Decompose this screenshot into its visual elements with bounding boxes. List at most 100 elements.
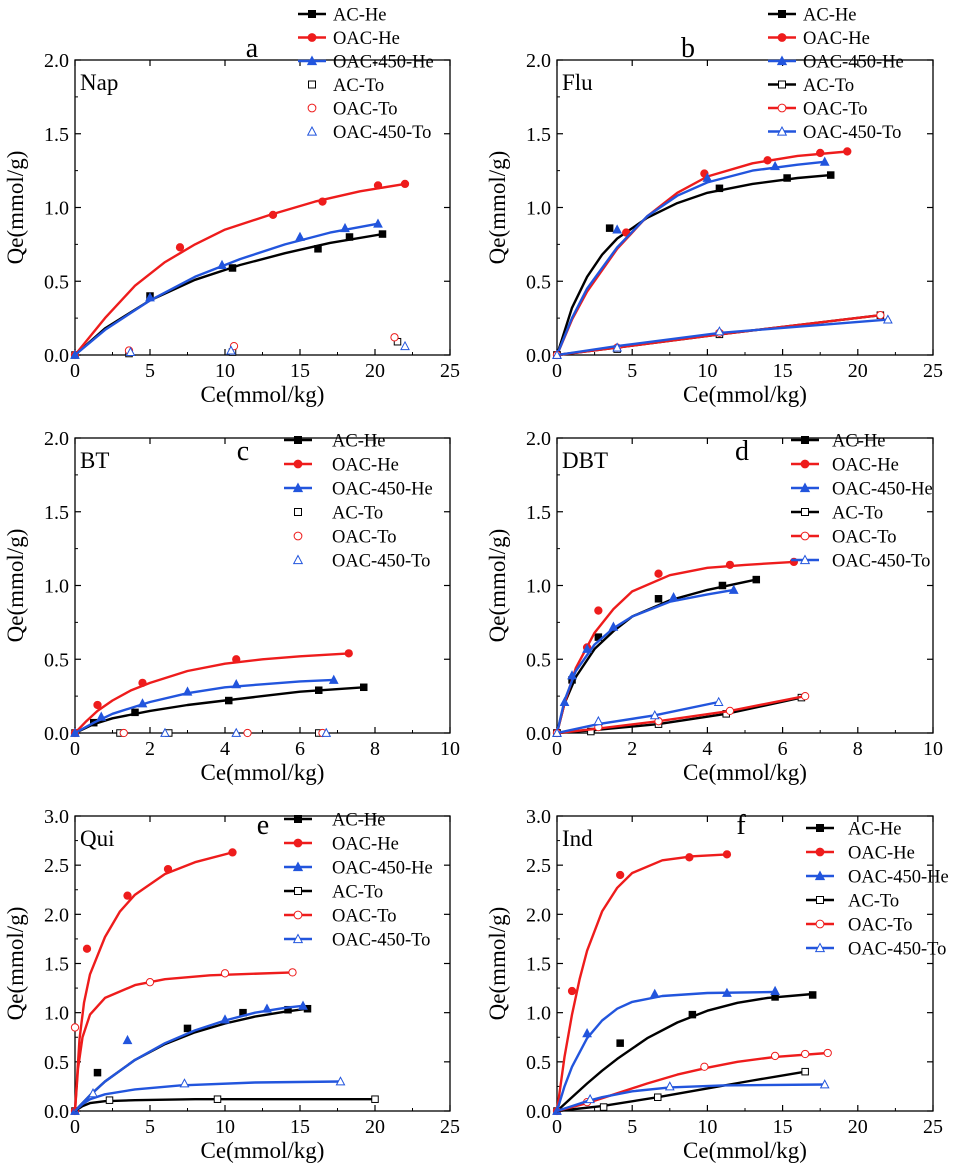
- legend: AC-He OAC-He OAC-450-He AC-To OAC-To OAC-450-…: [806, 820, 949, 960]
- legend-label: AC-He: [803, 6, 856, 26]
- data-point: [559, 696, 570, 706]
- legend-marker: [306, 55, 318, 66]
- y-tick-label: 2.0: [44, 428, 69, 450]
- legend-label: AC-He: [832, 432, 885, 452]
- data-point: [217, 259, 227, 269]
- legend-label: OAC-He: [832, 456, 899, 476]
- y-tick-label: 2.0: [44, 904, 69, 926]
- data-point: [345, 233, 354, 241]
- y-axis-label: Qe(mmol/g): [485, 907, 510, 1021]
- data-point: [131, 708, 139, 717]
- data-point: [725, 560, 735, 569]
- data-point: [123, 891, 132, 900]
- data-point: [88, 1088, 98, 1098]
- legend-label: OAC-450-To: [333, 123, 431, 143]
- legend-label: OAC-450-To: [832, 552, 930, 572]
- y-tick-label: 0.0: [44, 723, 69, 745]
- data-point: [182, 686, 193, 696]
- series-line: [74, 1080, 341, 1112]
- y-tick-label: 0.5: [526, 649, 551, 671]
- data-point: [763, 156, 772, 165]
- series-OAC-450-He: [70, 218, 383, 359]
- data-point: [400, 340, 410, 351]
- x-tick-label: 0: [70, 738, 80, 760]
- panel-title: BT: [80, 448, 109, 473]
- data-point: [220, 969, 230, 978]
- x-tick-label: 10: [697, 360, 717, 382]
- data-point: [654, 569, 663, 578]
- data-point: [268, 210, 278, 220]
- legend-marker: [292, 482, 304, 493]
- x-tick-label: 15: [773, 1116, 793, 1138]
- x-tick-label: 10: [923, 738, 943, 760]
- data-point: [770, 160, 780, 171]
- x-tick-label: 20: [365, 1116, 385, 1138]
- x-tick-label: 0: [70, 360, 80, 382]
- data-point: [702, 172, 713, 182]
- data-point: [314, 245, 322, 253]
- legend-marker: [777, 33, 787, 42]
- data-point: [714, 326, 725, 336]
- x-tick-label: 4: [220, 738, 230, 760]
- data-point: [668, 592, 679, 602]
- series-line: [556, 992, 813, 1112]
- data-point: [722, 850, 732, 859]
- data-point: [770, 1051, 780, 1061]
- data-point: [552, 349, 562, 359]
- data-point: [552, 727, 562, 737]
- series-line: [73, 971, 293, 1112]
- panel-letter: e: [257, 810, 269, 841]
- x-tick-label: 20: [848, 360, 868, 382]
- data-point: [183, 1024, 192, 1033]
- series-line: [74, 1004, 304, 1112]
- y-tick-label: 3.0: [526, 806, 551, 828]
- legend-label: OAC-To: [848, 916, 912, 936]
- x-tick-label: 2: [627, 738, 637, 760]
- data-point: [119, 728, 128, 738]
- y-tick-label: 0.5: [526, 271, 551, 293]
- series-OAC-450-To: [552, 696, 724, 737]
- series-OAC-He: [70, 179, 410, 360]
- series-line: [556, 700, 719, 735]
- series-AC-To: [125, 337, 402, 358]
- legend-marker: [776, 125, 788, 136]
- data-point: [664, 1081, 675, 1091]
- legend-marker: [294, 508, 302, 516]
- series-line: [74, 678, 334, 735]
- legend-marker: [294, 815, 302, 823]
- legend-label: OAC-450-He: [333, 53, 434, 73]
- x-tick-label: 15: [290, 1116, 310, 1138]
- y-tick-label: 0.0: [526, 345, 551, 367]
- legend-marker: [293, 838, 303, 848]
- legend-label: AC-To: [333, 76, 384, 96]
- series-AC-To: [556, 1067, 809, 1113]
- legend-label: OAC-He: [333, 29, 400, 49]
- y-tick-label: 0.0: [44, 345, 69, 367]
- data-point: [225, 696, 233, 705]
- series-line: [74, 686, 364, 735]
- x-axis-label: Ce(mmol/kg): [201, 760, 325, 785]
- data-point: [335, 1076, 346, 1086]
- series-line: [74, 1098, 375, 1113]
- data-point: [585, 1093, 595, 1104]
- legend-label: OAC-He: [803, 29, 870, 49]
- data-point: [213, 1095, 222, 1103]
- data-point: [605, 224, 614, 232]
- y-axis-label: Qe(mmol/g): [485, 151, 510, 265]
- panel-e: 0 5 10 15 20 25 0.0 0.5 1.0 1.5 2.0 2.5 3.0 Ce(mmol/k…: [3, 806, 460, 1163]
- data-point: [315, 686, 323, 694]
- legend-marker: [777, 103, 787, 113]
- data-point: [801, 1067, 809, 1076]
- panel-letter: d: [735, 436, 749, 467]
- legend-label: AC-He: [333, 6, 386, 26]
- data-point: [612, 342, 623, 352]
- panel-a: 0 5 10 15 20 25 0.0 0.5 1.0 1.5 2.0 Ce(mmol/kg) Qe(m…: [3, 6, 460, 408]
- data-point: [360, 683, 368, 692]
- data-point: [125, 346, 136, 356]
- x-tick-label: 15: [773, 360, 793, 382]
- data-point: [228, 848, 237, 857]
- data-point: [70, 349, 80, 359]
- series-OAC-450-To: [556, 1079, 830, 1113]
- data-point: [616, 870, 625, 880]
